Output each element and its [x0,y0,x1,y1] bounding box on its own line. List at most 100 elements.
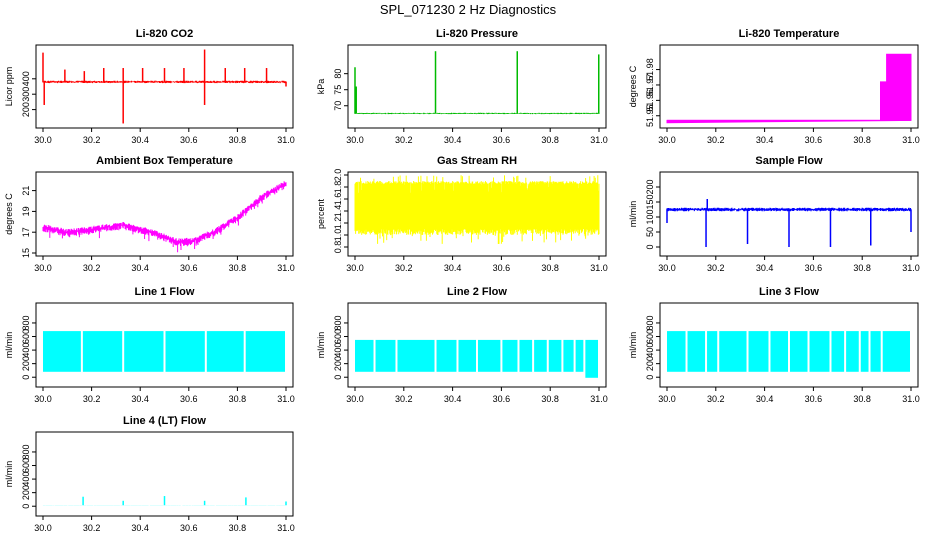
data-bar [548,339,562,372]
y-tick-label: 1.6 [333,193,343,206]
x-tick-label: 30.2 [707,135,725,145]
x-tick-label: 30.4 [131,263,149,273]
y-tick-label: 2.0 [333,169,343,182]
y-tick-label: 200 [21,485,31,500]
chart-title: Li-820 Pressure [436,28,518,40]
y-tick-label: 800 [645,315,655,330]
x-tick-label: 30.0 [34,523,52,533]
x-tick-label: 30.2 [707,263,725,273]
y-tick-label: 0 [645,375,655,380]
x-tick-label: 30.4 [444,263,462,273]
series [43,331,285,372]
y-tick-label: 19 [21,206,31,216]
chart-title: Line 1 Flow [135,286,195,298]
x-tick-label: 30.2 [83,523,101,533]
plot-frame [35,44,294,129]
y-tick-label: 400 [333,343,343,358]
x-tick-label: 31.0 [902,263,920,273]
plot-frame [35,171,294,257]
y-tick-label: 51.95 [645,104,655,127]
y-axis-label: ml/min [628,201,638,228]
x-tick-label: 31.0 [590,135,608,145]
x-tick-label: 30.4 [444,394,462,404]
data-bar [809,331,830,372]
y-tick-label: 200 [645,356,655,371]
y-tick-label: 51.98 [645,58,655,81]
data-bar [534,339,547,372]
x-tick-label: 30.8 [853,394,871,404]
data-bar [375,339,396,372]
data-line [354,175,600,244]
data-bar [882,331,910,372]
data-bar [397,339,435,372]
chart-title: Line 2 Flow [447,286,507,298]
y-tick-label: 800 [333,315,343,330]
x-tick-label: 30.6 [493,394,511,404]
data-bar [687,331,706,372]
x-tick-label: 30.6 [180,394,198,404]
x-tick-label: 30.8 [229,263,247,273]
data-bar [575,339,584,372]
data-bar [355,339,374,372]
x-tick-label: 30.2 [395,263,413,273]
data-area [666,53,912,124]
y-tick-label: 0 [333,375,343,380]
x-tick-label: 31.0 [277,523,295,533]
y-tick-label: 75 [333,85,343,95]
x-tick-label: 30.4 [131,523,149,533]
x-tick-label: 30.2 [395,135,413,145]
x-tick-label: 30.0 [346,263,364,273]
x-tick-label: 31.0 [590,263,608,273]
plot-frame [347,44,607,129]
y-tick-label: 0.8 [333,241,343,254]
plot-frame [659,44,919,129]
plot-frame [35,302,294,388]
x-tick-label: 30.2 [707,394,725,404]
series [42,496,287,506]
data-line [354,112,600,115]
series [42,49,287,124]
data-bar [165,331,205,372]
x-tick-label: 30.6 [805,135,823,145]
plot-frame [35,431,294,517]
x-tick-label: 30.4 [131,135,149,145]
y-tick-label: 1.4 [333,205,343,218]
data-bar [563,339,574,372]
x-tick-label: 31.0 [277,135,295,145]
x-tick-label: 30.4 [756,394,774,404]
chart-title: Ambient Box Temperature [96,155,233,167]
plot-frame [659,171,919,257]
x-tick-label: 30.0 [658,263,676,273]
data-line [42,181,287,253]
y-axis-label: degrees C [628,65,638,107]
x-tick-label: 30.0 [34,394,52,404]
y-tick-label: 51.97 [645,74,655,97]
y-tick-label: 400 [645,343,655,358]
chart-panel: Line 3 Flow 30.0 30.2 30.4 30.6 30.8 31.0 0 2004… [628,286,920,404]
chart-panel: Line 1 Flow 30.0 30.2 30.4 30.6 30.8 31.0 0 2004… [4,286,295,404]
data-bar [707,331,718,372]
y-tick-label: 17 [21,227,31,237]
y-tick-label: 400 [21,71,31,86]
chart-title: Sample Flow [755,155,823,167]
x-tick-label: 30.6 [805,394,823,404]
y-tick-label: 70 [333,101,343,111]
series [667,331,910,372]
data-bar [478,339,501,372]
y-tick-label: 0 [645,244,655,249]
series [666,53,912,124]
data-bar [585,339,598,378]
x-tick-label: 30.8 [853,263,871,273]
x-tick-label: 30.6 [493,263,511,273]
data-bar [860,331,869,372]
x-tick-label: 30.8 [541,394,559,404]
chart-panel: Line 2 Flow 30.0 30.2 30.4 30.6 30.8 31.0 0 2004… [316,286,608,404]
chart-panel: Line 4 (LT) Flow 30.0 30.2 30.4 30.6 30.8 31.0… [4,415,295,533]
chart-title: Li-820 CO2 [136,28,193,40]
y-tick-label: 600 [333,329,343,344]
data-bar [43,331,81,372]
data-bar [82,331,123,372]
x-tick-label: 30.0 [34,135,52,145]
x-tick-label: 30.6 [493,135,511,145]
